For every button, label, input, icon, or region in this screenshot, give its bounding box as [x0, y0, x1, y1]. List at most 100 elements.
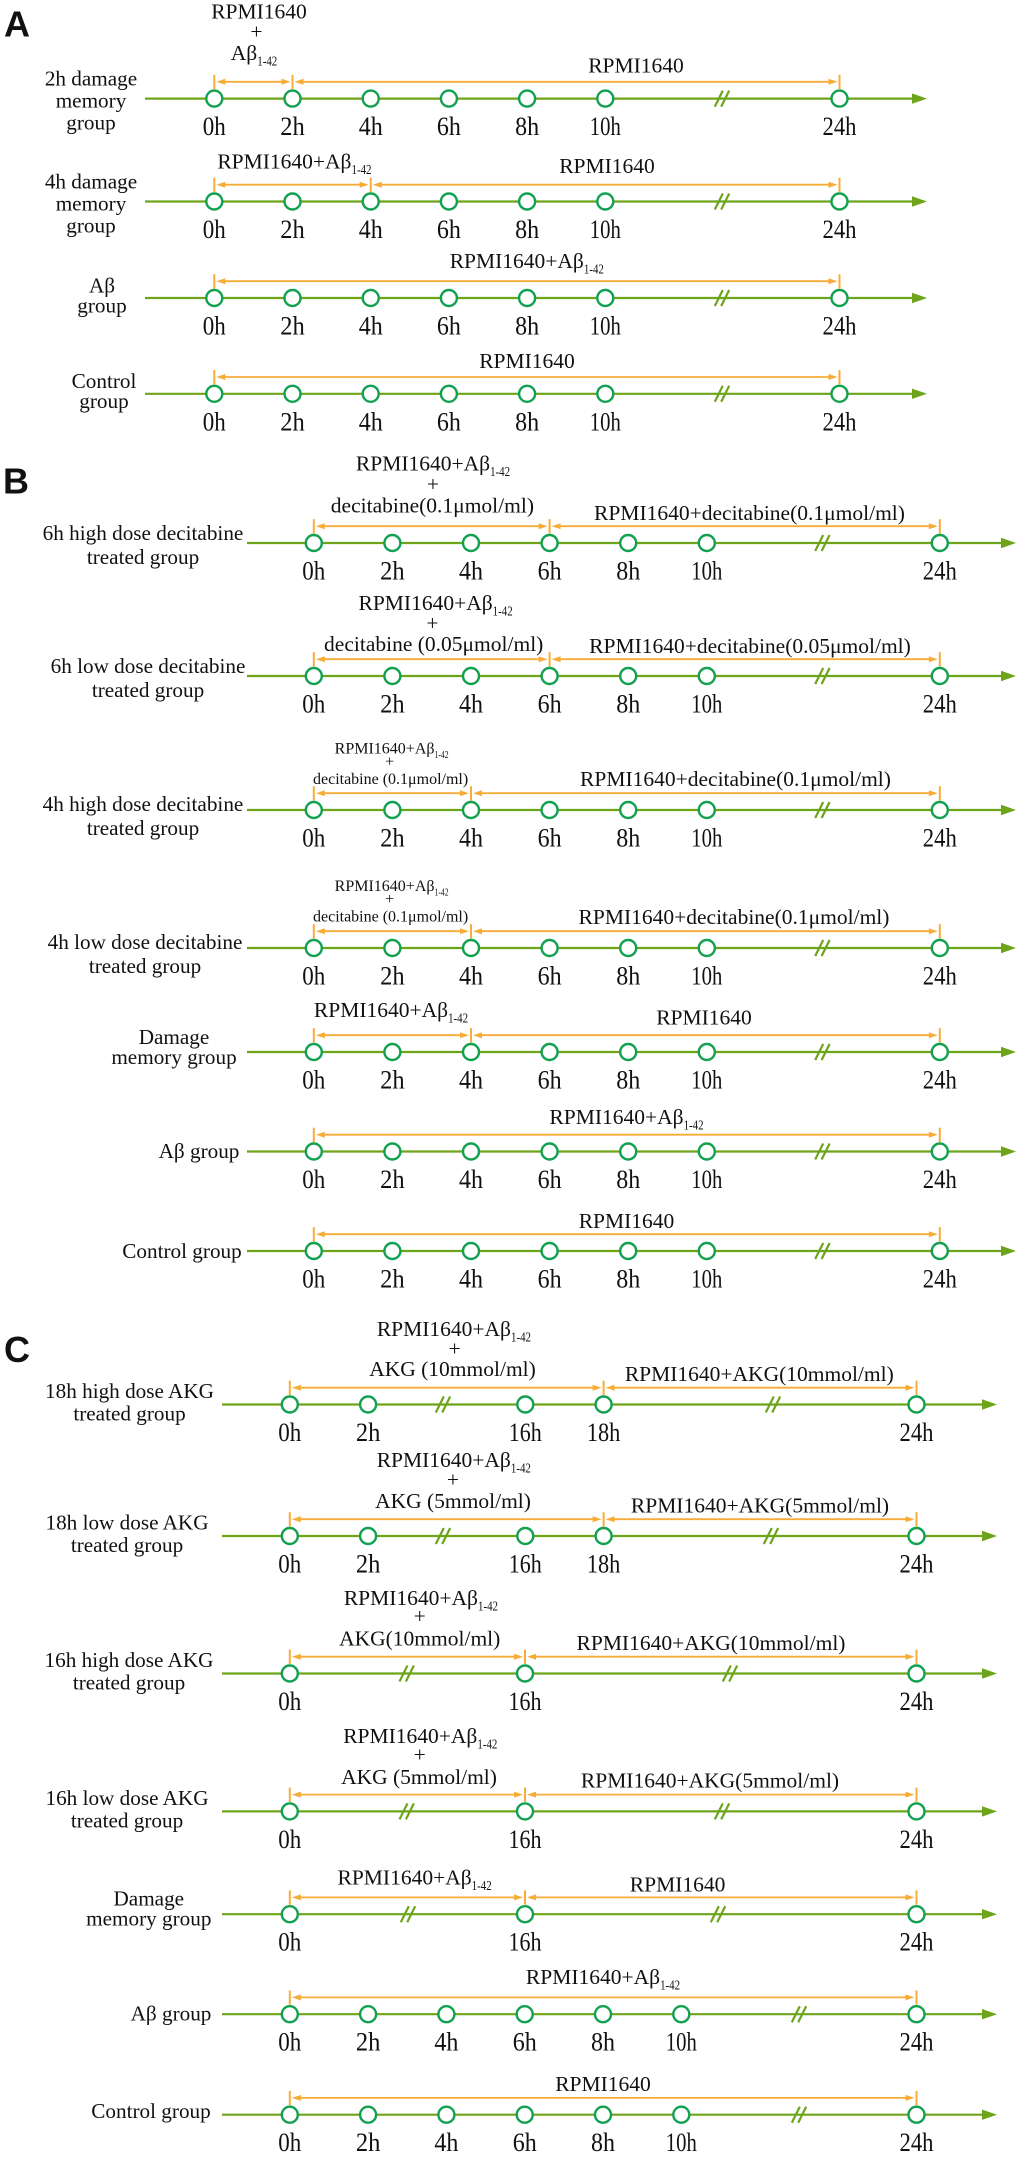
svg-text:+: + [414, 1604, 426, 1628]
svg-text:6h high dose decitabine: 6h high dose decitabine [43, 521, 244, 545]
svg-text:group: group [66, 214, 115, 238]
svg-text:2h: 2h [356, 1550, 381, 1579]
svg-text:0h: 0h [278, 1825, 301, 1854]
svg-text:RPMI1640: RPMI1640 [630, 1873, 726, 1897]
svg-text:2h: 2h [380, 962, 405, 991]
svg-text:10h: 10h [590, 312, 621, 341]
svg-text:0h: 0h [203, 215, 226, 244]
svg-text:8h: 8h [616, 557, 640, 586]
svg-text:10h: 10h [590, 215, 621, 244]
svg-text:6h: 6h [513, 2028, 537, 2057]
svg-text:0h: 0h [302, 1066, 325, 1095]
svg-text:2h: 2h [380, 1066, 405, 1095]
svg-text:18h: 18h [587, 1418, 621, 1447]
svg-text:8h: 8h [515, 312, 539, 341]
svg-text:0h: 0h [278, 1550, 301, 1579]
svg-text:4h: 4h [459, 1165, 483, 1194]
svg-text:2h: 2h [380, 824, 405, 853]
svg-text:treated group: treated group [87, 816, 199, 840]
svg-text:RPMI1640+Aβ1-42: RPMI1640+Aβ1-42 [343, 1724, 497, 1753]
svg-text:AKG (5mmol/ml): AKG (5mmol/ml) [341, 1765, 497, 1789]
svg-text:2h: 2h [280, 312, 305, 341]
svg-text:10h: 10h [691, 690, 722, 719]
svg-text:18h: 18h [587, 1550, 621, 1579]
svg-text:0h: 0h [278, 2128, 301, 2157]
svg-text:+: + [385, 754, 394, 771]
svg-text:4h: 4h [434, 2128, 458, 2157]
svg-text:4h: 4h [459, 962, 483, 991]
svg-text:0h: 0h [302, 690, 325, 719]
svg-text:C: C [4, 1329, 30, 1370]
svg-text:16h: 16h [509, 1928, 542, 1957]
svg-text:24h: 24h [923, 1265, 957, 1294]
svg-text:16h: 16h [509, 1825, 542, 1854]
svg-text:RPMI1640+Aβ1-42: RPMI1640+Aβ1-42 [359, 591, 513, 620]
svg-text:24h: 24h [923, 1066, 957, 1095]
svg-text:treated group: treated group [73, 1671, 185, 1695]
svg-text:4h: 4h [359, 407, 383, 436]
svg-text:0h: 0h [302, 1265, 325, 1294]
svg-text:2h: 2h [380, 1165, 405, 1194]
svg-text:24h: 24h [900, 2028, 934, 2057]
svg-text:RPMI1640+Aβ1-42: RPMI1640+Aβ1-42 [377, 1448, 531, 1477]
svg-text:16h: 16h [509, 1550, 542, 1579]
svg-text:+: + [426, 611, 438, 635]
svg-text:RPMI1640+AKG(5mmol/ml): RPMI1640+AKG(5mmol/ml) [631, 1493, 889, 1517]
svg-text:6h: 6h [538, 1265, 562, 1294]
svg-text:B: B [3, 461, 29, 502]
svg-text:4h: 4h [359, 215, 383, 244]
svg-text:8h: 8h [515, 215, 539, 244]
svg-text:RPMI1640+Aβ1-42: RPMI1640+Aβ1-42 [356, 452, 510, 481]
svg-text:8h: 8h [616, 1165, 640, 1194]
svg-text:2h: 2h [280, 112, 305, 141]
svg-text:10h: 10h [691, 1265, 722, 1294]
svg-text:RPMI1640+Aβ1-42: RPMI1640+Aβ1-42 [526, 1965, 680, 1994]
svg-text:2h: 2h [356, 2128, 381, 2157]
svg-text:24h: 24h [900, 1687, 934, 1716]
svg-text:4h: 4h [459, 557, 483, 586]
svg-text:24h: 24h [823, 112, 857, 141]
svg-text:8h: 8h [591, 2028, 615, 2057]
svg-text:16h low dose AKG: 16h low dose AKG [45, 1786, 208, 1810]
svg-text:+: + [250, 20, 262, 44]
svg-text:10h: 10h [691, 1165, 722, 1194]
svg-text:2h: 2h [380, 557, 405, 586]
svg-text:8h: 8h [616, 824, 640, 853]
svg-text:+: + [449, 1336, 461, 1360]
svg-text:10h: 10h [666, 2128, 697, 2157]
svg-text:24h: 24h [823, 407, 857, 436]
svg-text:Damage: Damage [114, 1886, 185, 1910]
svg-text:10h: 10h [666, 2028, 697, 2057]
svg-text:6h: 6h [538, 690, 562, 719]
svg-text:8h: 8h [515, 407, 539, 436]
svg-text:RPMI1640: RPMI1640 [211, 0, 307, 24]
svg-text:8h: 8h [591, 2128, 615, 2157]
svg-text:24h: 24h [923, 824, 957, 853]
svg-text:24h: 24h [823, 312, 857, 341]
svg-text:RPMI1640+decitabine(0.1μmol/ml: RPMI1640+decitabine(0.1μmol/ml) [594, 501, 905, 525]
svg-text:4h: 4h [359, 112, 383, 141]
svg-text:0h: 0h [302, 557, 325, 586]
svg-text:treated group: treated group [87, 545, 199, 569]
svg-text:RPMI1640+decitabine(0.05μmol/m: RPMI1640+decitabine(0.05μmol/ml) [589, 634, 911, 658]
svg-text:Control: Control [72, 369, 137, 393]
svg-text:10h: 10h [691, 824, 722, 853]
svg-text:group: group [66, 111, 115, 135]
svg-text:8h: 8h [616, 1066, 640, 1095]
svg-text:2h: 2h [280, 407, 305, 436]
svg-text:RPMI1640+AKG(10mmol/ml): RPMI1640+AKG(10mmol/ml) [625, 1362, 894, 1386]
svg-text:24h: 24h [923, 1165, 957, 1194]
svg-text:AKG (5mmol/ml): AKG (5mmol/ml) [375, 1489, 531, 1513]
svg-text:Control group: Control group [122, 1239, 241, 1263]
svg-text:memory group: memory group [111, 1045, 236, 1069]
svg-text:treated group: treated group [73, 1402, 185, 1426]
svg-text:2h: 2h [356, 1418, 381, 1447]
svg-text:6h: 6h [538, 962, 562, 991]
svg-text:RPMI1640+Aβ1-42: RPMI1640+Aβ1-42 [377, 1317, 531, 1346]
svg-text:10h: 10h [691, 962, 722, 991]
svg-text:RPMI1640: RPMI1640 [479, 349, 575, 373]
svg-text:18h low dose AKG: 18h low dose AKG [45, 1511, 208, 1535]
svg-text:memory: memory [56, 192, 127, 216]
svg-text:2h: 2h [380, 690, 405, 719]
svg-text:Aβ group: Aβ group [131, 2002, 212, 2026]
